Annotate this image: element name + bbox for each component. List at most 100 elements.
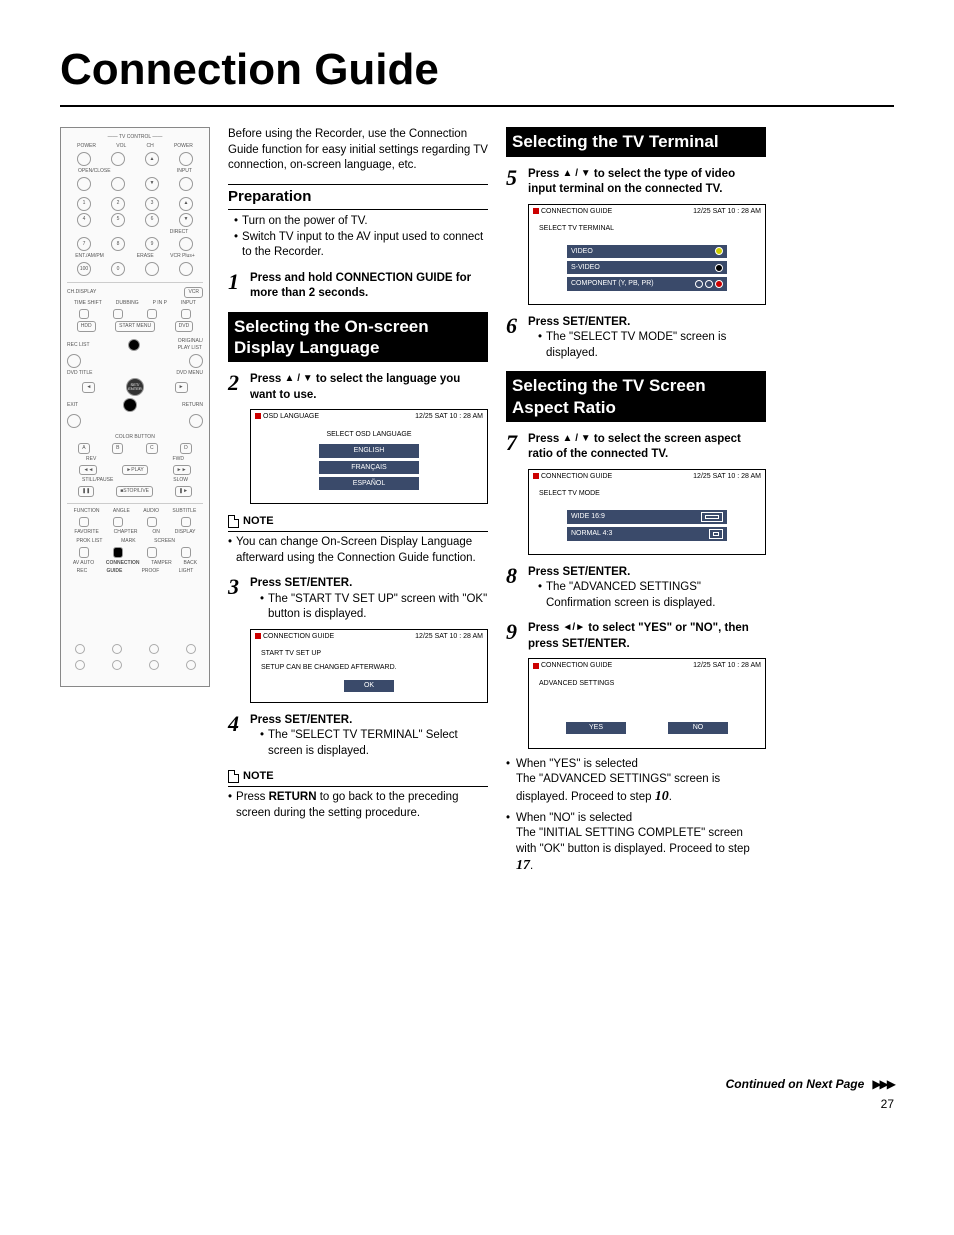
step-number: 1 (228, 271, 250, 302)
remote-button: C (146, 443, 158, 454)
page-footer: Continued on Next Page ▶▶▶ (60, 1076, 894, 1092)
remote-button (113, 517, 122, 528)
remote-button (79, 517, 88, 528)
remote-button (181, 309, 190, 320)
remote-label: TIME SHIFT (74, 300, 102, 307)
section-lang: Selecting the On-screen Display Language (228, 312, 488, 363)
step-number: 6 (506, 315, 528, 362)
left-column: Before using the Recorder, use the Conne… (228, 127, 488, 876)
tv-normal-icon (709, 529, 723, 539)
step-text: Press ▲ / ▼ to select the screen aspect … (528, 433, 741, 461)
preparation-heading: Preparation (228, 184, 488, 210)
note-text: You can change On-Screen Display Languag… (228, 535, 488, 566)
remote-label: TAMPER (151, 560, 171, 567)
osd-header: CONNECTION GUIDE (255, 632, 334, 641)
intro-text: Before using the Recorder, use the Conne… (228, 127, 488, 174)
remote-label: INPUT (181, 300, 196, 307)
remote-button (145, 262, 159, 276)
step-text: Press ▲ / ▼ to select the type of video … (528, 168, 735, 196)
step-sub: The "ADVANCED SETTINGS" Confirmation scr… (538, 580, 766, 611)
remote-button: VCR (184, 287, 203, 298)
step-8: 8 Press SET/ENTER. The "ADVANCED SETTING… (506, 565, 766, 612)
step-4: 4 Press SET/ENTER. The "SELECT TV TERMIN… (228, 713, 488, 760)
osd-timestamp: 12/25 SAT 10 : 28 AM (693, 207, 761, 216)
step-text: Press ▲ / ▼ to select the language you w… (250, 373, 460, 401)
remote-button: 7 (77, 237, 91, 251)
remote-button: 6 (145, 213, 159, 227)
step-7: 7 Press ▲ / ▼ to select the screen aspec… (506, 432, 766, 463)
step-text: Press and hold CONNECTION GUIDE for more… (250, 272, 471, 300)
remote-button (147, 517, 156, 528)
tv-wide-icon (701, 512, 723, 522)
remote-label: VOL (116, 143, 126, 150)
left-right-icon: ◄/► (563, 623, 586, 634)
remote-button (179, 152, 193, 166)
remote-button (189, 354, 203, 368)
step-sub: The "SELECT TV TERMINAL" Select screen i… (260, 728, 488, 759)
step-ref: 10 (655, 789, 669, 804)
remote-button (113, 309, 122, 320)
remote-button (181, 517, 190, 528)
component-jack-icon (695, 280, 703, 288)
remote-label: POWER (77, 143, 96, 150)
no-heading: When "NO" is selected (516, 812, 632, 824)
note-heading: NOTE (228, 514, 488, 532)
up-down-icon: ▲ / ▼ (563, 168, 591, 179)
remote-label: BACK (183, 560, 197, 567)
remote-button (111, 177, 125, 191)
osd-title: SELECT OSD LANGUAGE (257, 428, 481, 441)
remote-label: VCR Plus+ (170, 253, 195, 260)
remote-label: RETURN (182, 402, 203, 409)
remote-button: 5 (111, 213, 125, 227)
note-heading: NOTE (228, 769, 488, 787)
remote-button (113, 547, 122, 558)
remote-label: REV (86, 456, 96, 463)
remote-column: —— TV CONTROL —— POWER VOL CH POWER ▲ OP… (60, 127, 210, 876)
note-icon (228, 770, 239, 783)
remote-label: ORIGINAL/ (178, 338, 203, 344)
remote-label: ENT./AM/PM (75, 253, 104, 260)
remote-button: ◄ (82, 382, 95, 393)
remote-label: EXIT (67, 402, 78, 409)
component-jack-icon (705, 280, 713, 288)
remote-button (189, 414, 203, 428)
remote-label: ANGLE (113, 508, 130, 515)
osd-option: ESPAÑOL (319, 477, 419, 490)
remote-button: START MENU (115, 321, 155, 332)
remote-label: REC LIST (67, 342, 90, 349)
remote-button (67, 414, 81, 428)
osd-header: CONNECTION GUIDE (533, 472, 612, 481)
remote-button (77, 152, 91, 166)
remote-button: ■STOP/LIVE (116, 486, 153, 497)
osd-option: FRANÇAIS (319, 461, 419, 474)
step-text: Press ◄/► to select "YES" or "NO", then … (528, 622, 749, 650)
remote-button: B (112, 443, 123, 454)
step-6: 6 Press SET/ENTER. The "SELECT TV MODE" … (506, 315, 766, 362)
osd-terminal: CONNECTION GUIDE12/25 SAT 10 : 28 AM SEL… (528, 204, 766, 305)
step-9: 9 Press ◄/► to select "YES" or "NO", the… (506, 621, 766, 652)
step-5: 5 Press ▲ / ▼ to select the type of vide… (506, 167, 766, 198)
remote-label: FWD (173, 456, 184, 463)
osd-text: SETUP CAN BE CHANGED AFTERWARD. (257, 661, 481, 674)
remote-label: PLAY LIST (178, 345, 202, 351)
step-sub: The "START TV SET UP" screen with "OK" b… (260, 592, 488, 623)
step-number: 5 (506, 167, 528, 198)
step-sub: The "SELECT TV MODE" screen is displayed… (538, 330, 766, 361)
selection-outcomes: •When "YES" is selected The "ADVANCED SE… (506, 757, 766, 876)
osd-language: OSD LANGUAGE12/25 SAT 10 : 28 AM SELECT … (250, 409, 488, 504)
remote-button (179, 237, 193, 251)
osd-timestamp: 12/25 SAT 10 : 28 AM (415, 632, 483, 641)
remote-label: LIGHT (179, 568, 194, 575)
remote-button: 8 (111, 237, 125, 251)
remote-button: ▼ (179, 213, 193, 227)
remote-button: 2 (111, 197, 125, 211)
osd-timestamp: 12/25 SAT 10 : 28 AM (693, 661, 761, 670)
step-number: 8 (506, 565, 528, 612)
remote-label: DIRECT (170, 229, 189, 236)
remote-diagram: —— TV CONTROL —— POWER VOL CH POWER ▲ OP… (60, 127, 210, 687)
remote-label: PROOF (142, 568, 160, 575)
remote-button: 0 (111, 262, 125, 276)
osd-timestamp: 12/25 SAT 10 : 28 AM (415, 412, 483, 421)
osd-title: SELECT TV TERMINAL (535, 222, 759, 235)
remote-label: SLOW (173, 477, 188, 484)
